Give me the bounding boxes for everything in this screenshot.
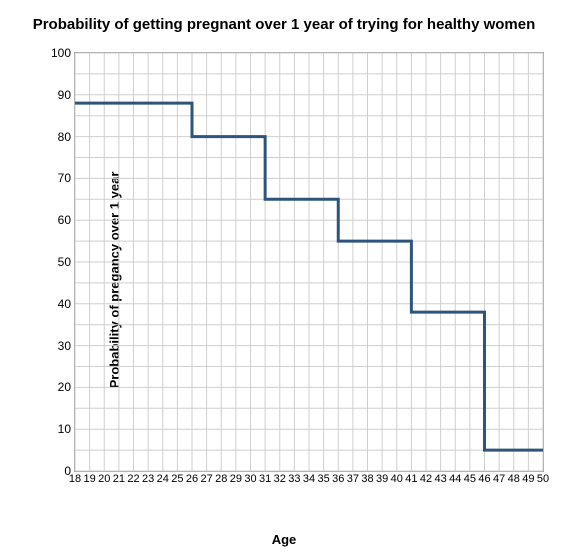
y-tick-label: 100 [43, 46, 75, 60]
x-tick-label: 21 [113, 471, 125, 485]
x-tick-label: 25 [171, 471, 183, 485]
x-tick-label: 44 [449, 471, 461, 485]
y-tick-label: 50 [43, 255, 75, 269]
x-tick-label: 49 [522, 471, 534, 485]
x-tick-label: 43 [435, 471, 447, 485]
x-tick-label: 39 [376, 471, 388, 485]
x-tick-label: 37 [347, 471, 359, 485]
x-tick-label: 20 [98, 471, 110, 485]
x-tick-label: 31 [259, 471, 271, 485]
x-tick-label: 45 [464, 471, 476, 485]
x-tick-label: 42 [420, 471, 432, 485]
x-axis-label: Age [0, 532, 568, 547]
x-tick-label: 36 [332, 471, 344, 485]
y-tick-label: 90 [43, 88, 75, 102]
x-tick-label: 19 [84, 471, 96, 485]
y-tick-label: 40 [43, 297, 75, 311]
chart-container: Probability of getting pregnant over 1 y… [0, 0, 568, 559]
plot-area: 0102030405060708090100181920212223242526… [74, 52, 544, 472]
x-tick-label: 46 [478, 471, 490, 485]
y-tick-label: 30 [43, 339, 75, 353]
x-tick-label: 50 [537, 471, 549, 485]
y-tick-label: 20 [43, 380, 75, 394]
x-tick-label: 47 [493, 471, 505, 485]
x-tick-label: 29 [230, 471, 242, 485]
y-tick-label: 70 [43, 171, 75, 185]
x-tick-label: 41 [405, 471, 417, 485]
x-tick-label: 26 [186, 471, 198, 485]
x-tick-label: 28 [215, 471, 227, 485]
x-tick-label: 34 [303, 471, 315, 485]
x-tick-label: 32 [274, 471, 286, 485]
x-tick-label: 35 [318, 471, 330, 485]
y-tick-label: 80 [43, 130, 75, 144]
x-tick-label: 33 [288, 471, 300, 485]
x-tick-label: 40 [391, 471, 403, 485]
y-tick-label: 60 [43, 213, 75, 227]
x-tick-label: 22 [127, 471, 139, 485]
x-tick-label: 23 [142, 471, 154, 485]
x-tick-label: 30 [244, 471, 256, 485]
y-tick-label: 10 [43, 422, 75, 436]
x-tick-label: 24 [157, 471, 169, 485]
x-tick-label: 18 [69, 471, 81, 485]
x-tick-label: 38 [361, 471, 373, 485]
x-tick-label: 27 [201, 471, 213, 485]
x-tick-label: 48 [508, 471, 520, 485]
chart-svg [75, 53, 543, 471]
chart-title: Probability of getting pregnant over 1 y… [0, 16, 568, 33]
